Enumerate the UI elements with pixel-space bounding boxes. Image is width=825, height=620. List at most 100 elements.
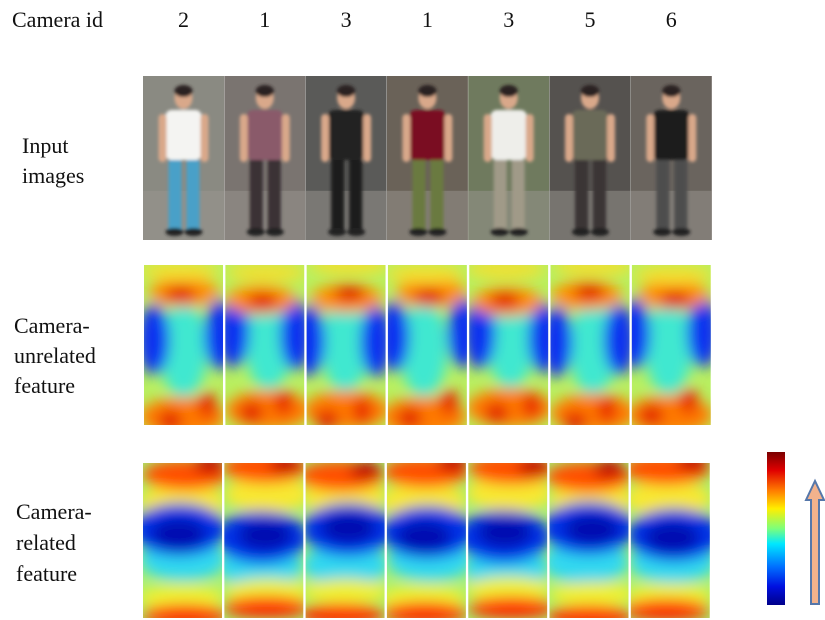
heatmap-blobs [541,460,636,620]
heatmap [623,452,722,620]
camera-id: 2 [178,7,189,32]
input-image [306,76,387,240]
heat-blob [194,455,226,474]
heat-blob [398,409,422,428]
arm [526,114,534,162]
heatmap [456,453,555,618]
heat-blob [550,394,637,432]
torso [328,110,364,160]
leg [575,160,588,230]
shoe [247,228,265,236]
input-image [550,76,631,240]
leg [494,160,507,230]
arm [646,114,654,162]
heat-blob [274,390,293,416]
heatmap [298,460,396,620]
heatmap [541,460,636,620]
heat-blob [549,582,636,607]
arm [282,114,290,162]
heat-blob [334,286,366,302]
heatmap [132,455,229,620]
heatmap [618,265,718,434]
torso [653,110,689,160]
camera-id: 1 [259,7,270,32]
heat-blob [396,521,451,552]
heat-blob [645,522,700,553]
hair [175,85,193,97]
heat-blob [634,265,713,284]
shoe [672,228,690,236]
heat-blob [677,452,709,471]
torso [491,110,527,160]
arm [402,114,410,162]
hair [662,85,680,97]
leg [512,160,525,230]
heat-blob [382,457,469,488]
heat-blob [350,461,382,480]
heat-blob [440,390,459,416]
arm [201,114,209,162]
heat-blob [489,293,521,309]
heat-blob [640,406,664,425]
heat-blob [468,597,555,619]
shoe [591,228,609,236]
shoe [428,228,446,236]
hair [418,85,436,97]
leg [250,160,263,230]
torso [572,110,608,160]
image-ground [387,191,468,240]
camera-id: 3 [341,7,352,32]
heat-blob [645,299,692,395]
heat-blob [270,455,302,474]
heat-blob [140,262,219,281]
shoe [166,228,184,236]
heat-blob [563,412,587,431]
arm [607,114,615,162]
arm [321,114,329,162]
heatmap [378,264,480,436]
heat-blob [554,257,633,276]
row-label: related [16,530,76,555]
heat-blob [626,396,713,434]
figure: Camera id Input images Camera- unrelated… [0,0,825,620]
camera-id: 3 [503,7,514,32]
row-label: feature [14,373,75,398]
arm [240,114,248,162]
heat-blob [623,599,710,620]
heatmap [379,453,475,620]
heatmap [138,262,236,436]
camera-id: 1 [422,7,433,32]
shoe [510,228,528,236]
input-image [387,76,468,240]
heat-blob [165,286,197,302]
leg [169,160,182,230]
heat-blob [477,517,532,548]
camera-id: 6 [666,7,677,32]
shoe [409,228,427,236]
arm [565,114,573,162]
input-image [143,76,224,240]
heat-blob [604,305,636,375]
heat-blob [227,263,306,282]
heat-blob [158,411,182,430]
row-label: Input [22,133,68,158]
image-ground [550,191,631,240]
image-ground [224,191,305,240]
image-ground [631,191,712,240]
heat-blob [413,289,445,305]
heatmap [214,452,311,618]
heat-blob [302,579,389,604]
hair [500,85,518,97]
leg [593,160,606,230]
heat-blob [238,520,293,551]
row-label: Camera- [14,313,90,338]
heat-blob [360,306,392,376]
shoe [572,228,590,236]
heatmap [293,255,392,429]
leg [674,160,687,230]
heat-blob [223,596,310,618]
leg [268,160,281,230]
heat-blob [353,398,372,424]
heat-blob [138,304,170,374]
colorbar [767,452,785,605]
